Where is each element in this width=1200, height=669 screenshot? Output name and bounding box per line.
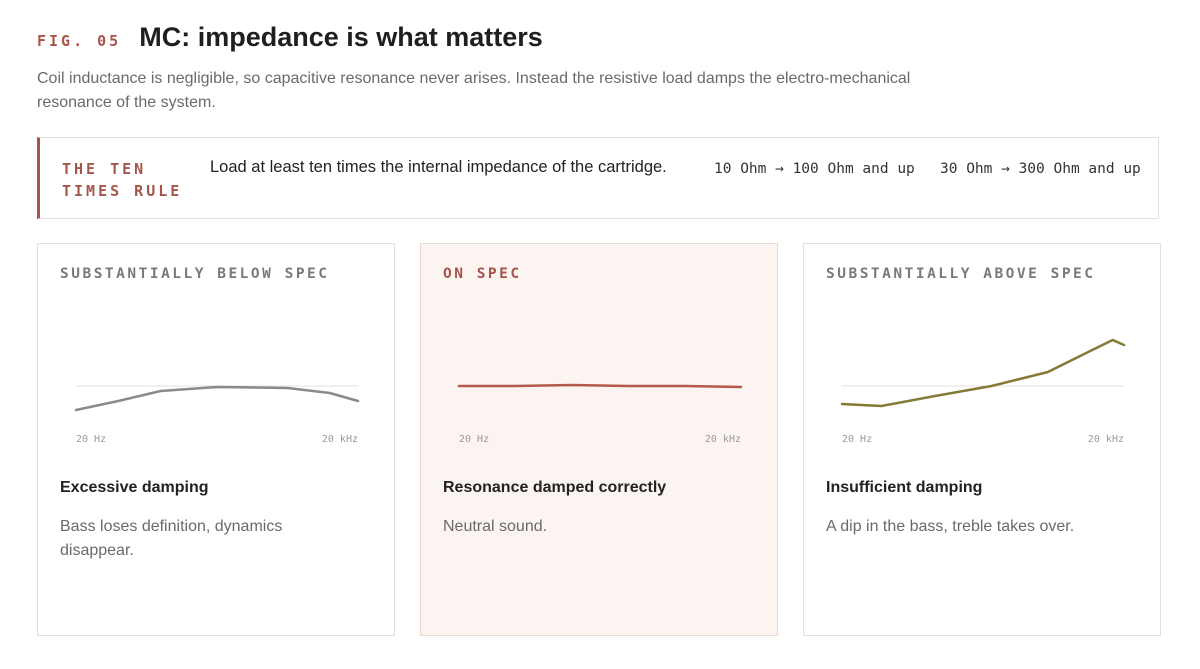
x-end-label: 20 kHz: [1088, 434, 1124, 445]
figure-number: FIG. 05: [37, 32, 122, 50]
card-description: A dip in the bass, treble takes over.: [826, 518, 1075, 535]
figure-subtitle: Coil inductance is negligible, so capaci…: [37, 70, 911, 111]
card-label: SUBSTANTIALLY BELOW SPEC: [60, 266, 330, 282]
card-heading: Insufficient damping: [826, 479, 983, 496]
figure-title: MC: impedance is what matters: [139, 22, 543, 52]
response-curve: [457, 383, 743, 389]
title-row: FIG. 05 MC: impedance is what matters: [37, 22, 1163, 53]
response-curve: [840, 338, 1126, 408]
card-heading: Excessive damping: [60, 479, 209, 496]
response-graph: 20 Hz 20 kHz: [74, 385, 360, 445]
card-label: ON SPEC: [443, 266, 522, 282]
rule-label: THE TEN TIMES RULE: [62, 160, 183, 200]
figure-header: FIG. 05 MC: impedance is what matters Co…: [37, 22, 1163, 115]
card-below-spec: SUBSTANTIALLY BELOW SPEC 20 Hz 20 kHz Ex…: [37, 243, 395, 636]
rule-text: Load at least ten times the internal imp…: [210, 158, 667, 176]
x-start-label: 20 Hz: [459, 434, 489, 445]
x-start-label: 20 Hz: [76, 434, 106, 445]
x-end-label: 20 kHz: [705, 434, 741, 445]
rule-example-10-ohm: 10 Ohm → 100 Ohm and up: [714, 161, 915, 177]
card-description: Neutral sound.: [443, 518, 548, 535]
card-description: Bass loses definition, dynamics disappea…: [60, 518, 283, 559]
card-above-spec: SUBSTANTIALLY ABOVE SPEC 20 Hz 20 kHz In…: [803, 243, 1161, 636]
x-start-label: 20 Hz: [842, 434, 872, 445]
ten-times-rule-box: THE TEN TIMES RULE Load at least ten tim…: [37, 137, 1159, 219]
response-curve: [74, 385, 360, 412]
rule-example-30-ohm: 30 Ohm → 300 Ohm and up: [940, 161, 1141, 177]
card-heading: Resonance damped correctly: [443, 479, 667, 496]
response-graph: 20 Hz 20 kHz: [840, 338, 1126, 445]
x-end-label: 20 kHz: [322, 434, 358, 445]
card-label: SUBSTANTIALLY ABOVE SPEC: [826, 266, 1096, 282]
card-on-spec: ON SPEC 20 Hz 20 kHz Resonance damped co…: [420, 243, 778, 636]
response-graph: 20 Hz 20 kHz: [457, 383, 743, 445]
